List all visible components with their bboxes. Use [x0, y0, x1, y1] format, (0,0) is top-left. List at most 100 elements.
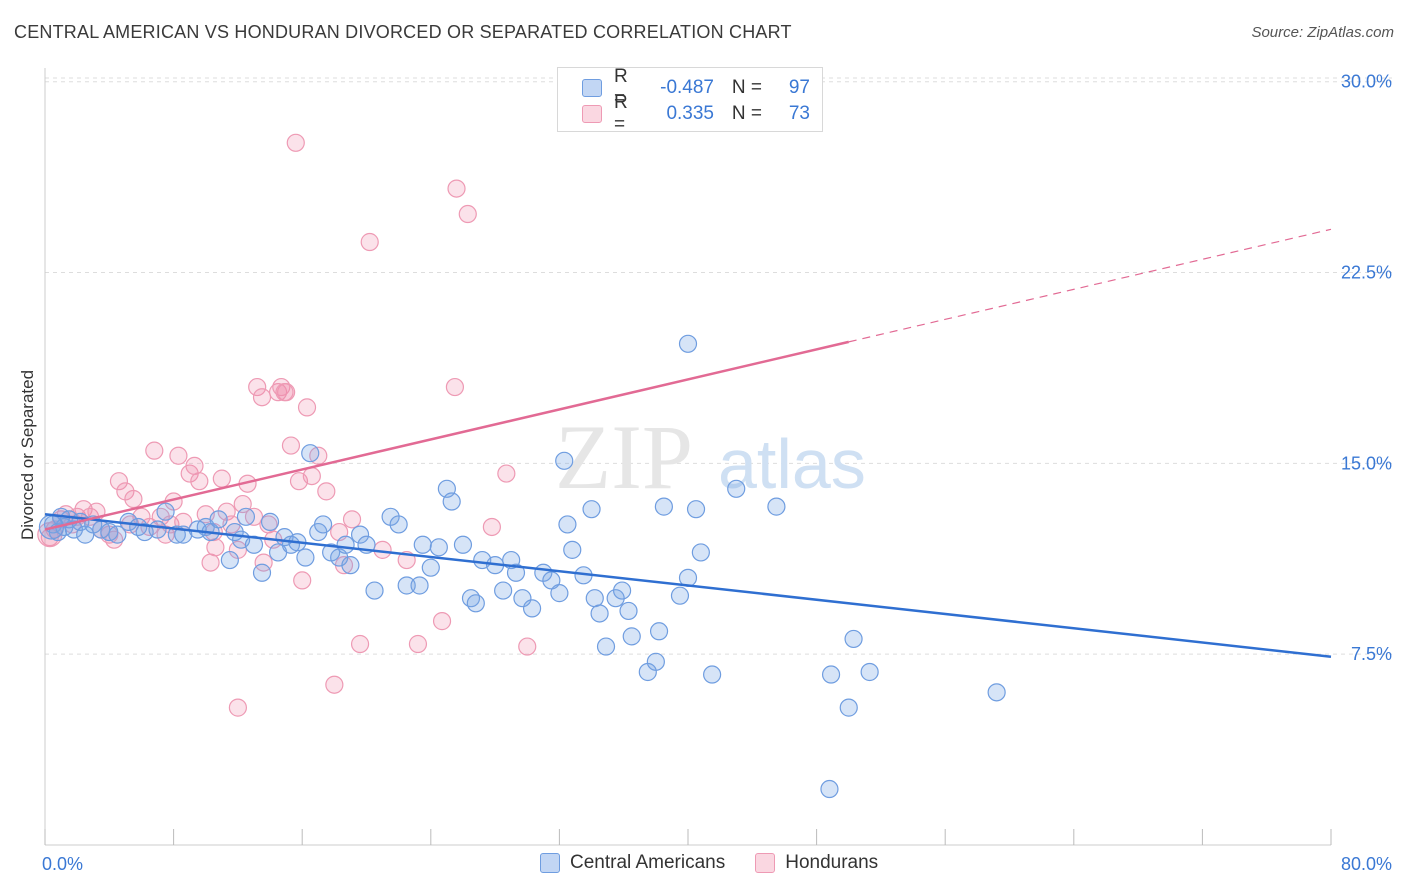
- blue-swatch-icon: [582, 79, 602, 97]
- central-american-point: [987, 683, 1006, 702]
- central-american-point: [522, 599, 542, 618]
- honduran-point: [317, 482, 336, 501]
- central-american-point: [296, 548, 315, 567]
- honduran-point: [201, 553, 220, 572]
- watermark-atlas: atlas: [718, 425, 866, 503]
- source-label: Source: ZipAtlas.com: [1251, 24, 1394, 41]
- central-american-point: [606, 589, 625, 608]
- central-american-point: [678, 334, 698, 353]
- central-american-point: [156, 502, 175, 521]
- series-legend: Central Americans Hondurans: [540, 852, 908, 874]
- pink-swatch-icon: [755, 853, 776, 873]
- central-american-point: [649, 622, 669, 641]
- x-tick-label: 0.0%: [42, 854, 83, 874]
- honduran-point: [350, 634, 370, 654]
- honduran-point: [497, 464, 516, 483]
- honduran-point: [109, 472, 129, 491]
- central-american-point: [691, 543, 710, 562]
- central-american-point: [421, 558, 440, 577]
- honduran-point: [212, 469, 231, 488]
- central-american-trendline: [44, 513, 1332, 658]
- r-label: R =: [614, 92, 628, 135]
- central-american-point: [260, 512, 280, 531]
- central-american-point: [820, 779, 839, 799]
- y-tick-label: 15.0%: [1341, 453, 1392, 473]
- central-american-point: [413, 535, 432, 554]
- x-tick-label: 80.0%: [1341, 854, 1392, 874]
- honduran-point: [275, 383, 294, 402]
- honduran-trendline: [44, 340, 850, 531]
- honduran-point: [293, 571, 312, 590]
- legend-row-central-americans: R = -0.487 N = 97: [582, 66, 810, 109]
- legend-item-hondurans[interactable]: Hondurans: [755, 852, 878, 874]
- honduran-point: [458, 204, 477, 224]
- central-american-point: [209, 510, 228, 529]
- honduran-point: [447, 179, 466, 198]
- central-american-point: [860, 662, 879, 682]
- central-american-point: [558, 515, 577, 534]
- honduran-point: [190, 472, 209, 491]
- central-american-point: [506, 563, 526, 582]
- blue-swatch-icon: [540, 853, 560, 873]
- central-american-point: [563, 540, 582, 559]
- central-american-point: [220, 550, 239, 570]
- honduran-point: [325, 675, 344, 694]
- honduran-point: [432, 612, 452, 631]
- central-american-point: [410, 576, 429, 595]
- honduran-point: [145, 441, 164, 460]
- central-american-point: [236, 507, 256, 526]
- central-american-point: [582, 500, 601, 519]
- central-american-point: [844, 629, 863, 649]
- central-american-point: [397, 576, 416, 595]
- y-tick-label: 7.5%: [1351, 644, 1392, 664]
- central-american-point: [350, 525, 370, 544]
- legend-row-hondurans: R = 0.335 N = 73: [582, 92, 810, 135]
- central-american-point: [612, 581, 632, 600]
- honduran-point: [342, 510, 362, 529]
- central-american-point: [839, 698, 858, 717]
- honduran-point: [281, 436, 301, 455]
- honduran-point: [297, 398, 317, 417]
- y-tick-label: 22.5%: [1341, 263, 1392, 283]
- central-american-point: [365, 581, 384, 600]
- central-american-point: [442, 492, 461, 511]
- legend-item-central-americans[interactable]: Central Americans: [540, 852, 725, 874]
- central-american-point: [461, 589, 481, 608]
- watermark-zip: ZIP: [555, 406, 693, 508]
- n-label: N =: [731, 77, 762, 98]
- legend-label: Hondurans: [785, 852, 879, 873]
- central-american-point: [108, 525, 127, 544]
- central-american-point: [389, 515, 408, 534]
- chart-title: CENTRAL AMERICAN VS HONDURAN DIVORCED OR…: [14, 22, 792, 42]
- r-value: -0.487: [660, 77, 714, 98]
- n-value: 97: [788, 77, 810, 98]
- y-axis-label: Divorced or Separated: [18, 369, 37, 541]
- central-american-point: [821, 665, 841, 684]
- central-american-point: [494, 581, 513, 600]
- central-american-point: [148, 520, 167, 539]
- honduran-point: [286, 133, 305, 152]
- honduran-point: [272, 377, 291, 397]
- central-american-point: [341, 556, 360, 575]
- honduran-point: [518, 637, 537, 656]
- honduran-point: [185, 456, 204, 476]
- central-american-point: [670, 586, 690, 605]
- honduran-point: [228, 698, 247, 717]
- n-value: 73: [788, 103, 810, 124]
- central-american-point: [622, 627, 641, 646]
- y-tick-label: 30.0%: [1341, 72, 1392, 92]
- central-american-point: [703, 665, 722, 684]
- central-american-point: [301, 444, 320, 463]
- honduran-point: [169, 446, 188, 465]
- central-american-point: [429, 538, 448, 557]
- n-label: N =: [731, 103, 762, 124]
- watermark: ZIP atlas: [555, 406, 866, 508]
- central-american-point: [686, 500, 706, 519]
- honduran-point: [206, 538, 225, 557]
- central-american-point: [590, 604, 609, 623]
- central-american-point: [453, 535, 473, 554]
- honduran-trendline-extension: [848, 228, 1332, 343]
- r-label: R =: [614, 66, 628, 109]
- central-american-point: [767, 497, 786, 516]
- honduran-point: [252, 388, 272, 407]
